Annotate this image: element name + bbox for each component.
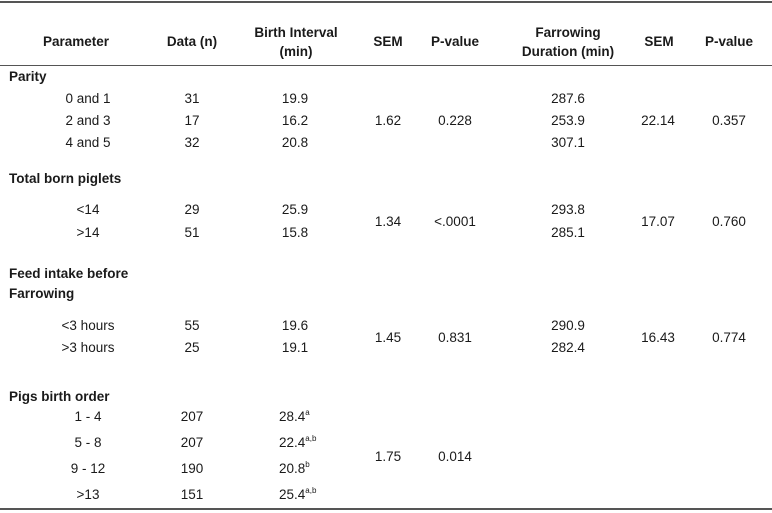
row-n: 32 (184, 135, 200, 150)
row-birth-interval: 19.1 (281, 340, 309, 355)
col-header-pvalue-1: P-value (430, 34, 480, 49)
pvalue-2-value: 0.774 (712, 330, 746, 345)
col-header-birth-interval: Birth Interval (min) (254, 23, 337, 61)
group-title-feed-intake: Feed intake before Farrowing (9, 264, 128, 304)
col-header-sem-1: SEM (373, 34, 403, 49)
pvalue-2-value: 0.760 (712, 214, 746, 229)
row-birth-interval: 19.6 (281, 318, 309, 333)
birth-interval-value: 20.8 (279, 461, 306, 476)
row-label: 5 - 8 (74, 435, 102, 450)
row-farrowing-duration: 293.8 (551, 202, 585, 217)
row-n: 207 (180, 409, 204, 424)
row-label: >3 hours (61, 340, 115, 355)
row-n: 207 (180, 435, 204, 450)
row-birth-interval: 19.9 (281, 91, 309, 106)
sem-1-value: 1.75 (374, 449, 402, 464)
sem-1-value: 1.34 (374, 214, 402, 229)
header-rule (0, 65, 772, 66)
table-bottom-rule (0, 508, 772, 510)
group-title-parity: Parity (9, 69, 47, 84)
significance-superscript: b (305, 460, 310, 469)
col-header-farrowing-duration: Farrowing Duration (min) (522, 23, 614, 61)
sem-1-value: 1.62 (374, 113, 402, 128)
row-n: 55 (184, 318, 200, 333)
row-label: 1 - 4 (74, 409, 102, 424)
row-label: 2 and 3 (65, 113, 111, 128)
col-header-farrowing-line1: Farrowing (535, 25, 601, 40)
row-n: 29 (184, 202, 200, 217)
row-farrowing-duration: 282.4 (551, 340, 585, 355)
row-birth-interval: 25.9 (281, 202, 309, 217)
row-n: 31 (184, 91, 200, 106)
birth-interval-value: 28.4 (279, 409, 306, 424)
significance-superscript: a,b (305, 434, 317, 443)
pvalue-1-value: <.0001 (434, 214, 476, 229)
significance-superscript: a (305, 408, 310, 417)
row-n: 25 (184, 340, 200, 355)
row-farrowing-duration: 285.1 (551, 225, 585, 240)
row-farrowing-duration: 287.6 (551, 91, 585, 106)
sem-1-value: 1.45 (374, 330, 402, 345)
row-label: <3 hours (61, 318, 115, 333)
col-header-farrowing-line2: Duration (min) (521, 44, 615, 59)
group-title-feed-intake-line2: Farrowing (9, 286, 75, 301)
col-header-data-n: Data (n) (166, 34, 218, 49)
row-n: 51 (184, 225, 200, 240)
row-birth-interval: 25.4a,b (279, 487, 316, 503)
col-header-sem-2: SEM (644, 34, 674, 49)
row-birth-interval: 28.4a (279, 409, 310, 425)
row-n: 190 (180, 461, 204, 476)
row-n: 151 (180, 487, 204, 502)
row-label: >14 (76, 225, 100, 240)
significance-superscript: a,b (305, 486, 317, 495)
row-farrowing-duration: 290.9 (551, 318, 585, 333)
row-label: 4 and 5 (65, 135, 111, 150)
table-top-rule (0, 1, 772, 3)
group-title-total-born-piglets: Total born piglets (9, 171, 122, 186)
birth-interval-value: 22.4 (279, 435, 306, 450)
pvalue-1-value: 0.228 (438, 113, 472, 128)
pvalue-2-value: 0.357 (712, 113, 746, 128)
row-birth-interval: 20.8b (279, 461, 310, 477)
row-birth-interval: 20.8 (281, 135, 309, 150)
row-birth-interval: 22.4a,b (279, 435, 316, 451)
group-title-pigs-birth-order: Pigs birth order (9, 389, 110, 404)
sem-2-value: 22.14 (641, 113, 675, 128)
row-farrowing-duration: 253.9 (551, 113, 585, 128)
sem-2-value: 17.07 (641, 214, 675, 229)
sem-2-value: 16.43 (641, 330, 675, 345)
group-title-feed-intake-line1: Feed intake before (9, 266, 129, 281)
row-birth-interval: 16.2 (281, 113, 309, 128)
row-label: 0 and 1 (65, 91, 111, 106)
row-label: >13 (76, 487, 100, 502)
col-header-birth-interval-line2: (min) (279, 44, 313, 59)
col-header-parameter: Parameter (42, 34, 110, 49)
row-label: 9 - 12 (70, 461, 106, 476)
pvalue-1-value: 0.831 (438, 330, 472, 345)
row-n: 17 (184, 113, 200, 128)
col-header-birth-interval-line1: Birth Interval (254, 25, 338, 40)
col-header-pvalue-2: P-value (704, 34, 754, 49)
row-farrowing-duration: 307.1 (551, 135, 585, 150)
pvalue-1-value: 0.014 (438, 449, 472, 464)
birth-interval-value: 25.4 (279, 487, 306, 502)
row-birth-interval: 15.8 (281, 225, 309, 240)
row-label: <14 (76, 202, 100, 217)
